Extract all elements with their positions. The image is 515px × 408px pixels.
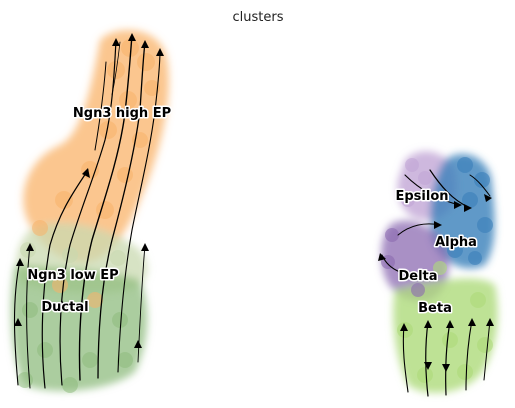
label-beta: Beta xyxy=(418,301,452,316)
cluster-area-ductal xyxy=(11,265,148,392)
chart-title: clusters xyxy=(233,10,284,25)
label-alpha: Alpha xyxy=(435,235,477,250)
label-epsilon: Epsilon xyxy=(395,189,448,204)
label-delta: Delta xyxy=(398,269,437,284)
streamline-arrowheads xyxy=(14,33,494,372)
label-ngn3-low-ep: Ngn3 low EP xyxy=(27,268,118,283)
label-ductal: Ductal xyxy=(41,300,88,315)
left-cluster-dots xyxy=(17,39,160,393)
cluster-area-delta xyxy=(381,220,449,301)
label-ngn3-high-ep: Ngn3 high EP xyxy=(73,106,171,121)
left-streamlines xyxy=(13,34,161,389)
right-cluster-dots xyxy=(381,157,493,383)
